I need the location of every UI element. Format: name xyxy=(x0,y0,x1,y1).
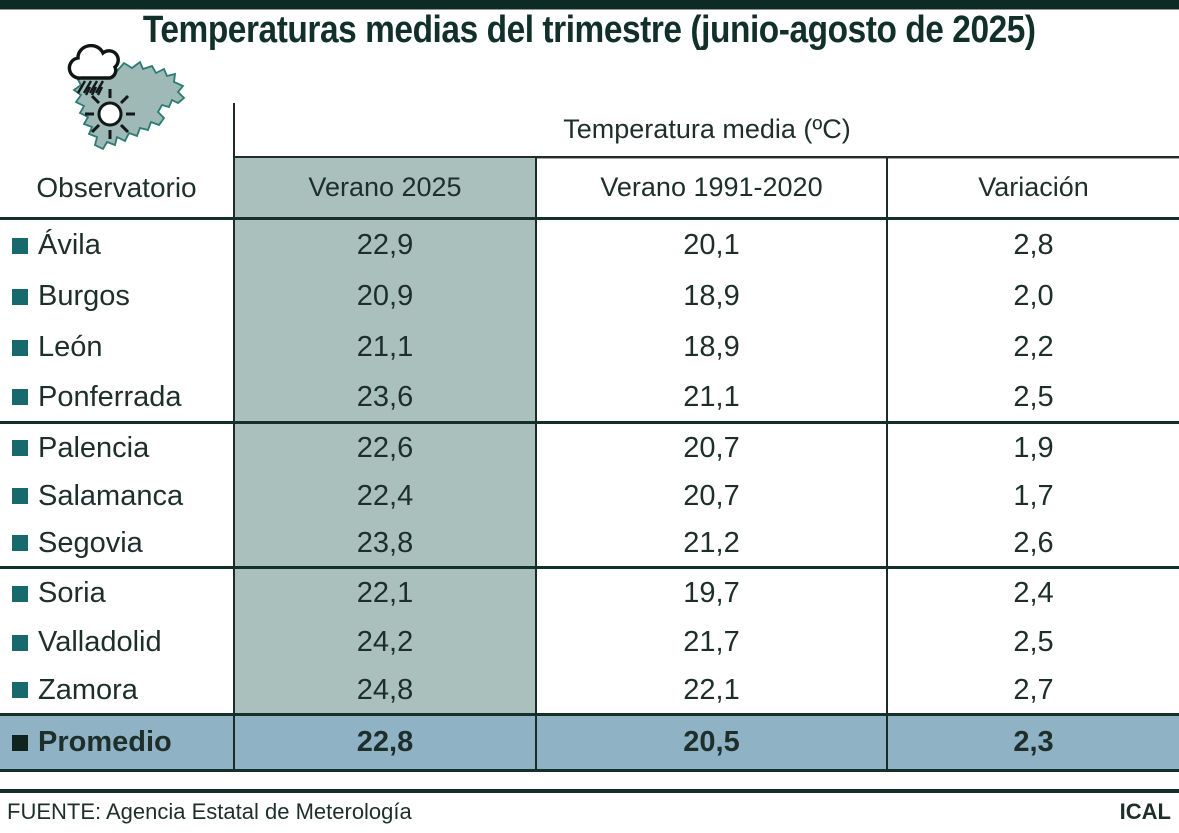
observatory-name-cell: Burgos xyxy=(0,271,235,322)
variacion-cell: 2,5 xyxy=(888,373,1179,424)
column-header-verano-2025: Verano 2025 xyxy=(235,158,537,220)
bullet-square-icon xyxy=(12,734,28,751)
footer-divider xyxy=(0,789,1179,793)
observatory-name: Ávila xyxy=(38,229,101,261)
verano-1991-2020-cell: 18,9 xyxy=(537,271,888,322)
column-header-verano-1991-2020: Verano 1991-2020 xyxy=(537,158,888,220)
title-row: Temperaturas medias del trimestre (junio… xyxy=(0,9,1179,51)
verano-1991-2020-cell: 22,1 xyxy=(537,667,888,716)
observatory-name-cell: Valladolid xyxy=(0,618,235,667)
bullet-square-icon xyxy=(12,339,28,356)
bullet-square-icon xyxy=(12,488,28,504)
bullet-square-icon xyxy=(12,682,28,698)
agency-credit: ICAL xyxy=(1119,799,1171,824)
verano-1991-2020-cell: 20,7 xyxy=(537,424,888,472)
verano-1991-2020-cell: 21,1 xyxy=(537,373,888,424)
table-group-header: Temperatura media (ºC) xyxy=(235,103,1179,158)
verano-2025-cell: 24,2 xyxy=(235,618,537,667)
verano-1991-2020-cell: 21,7 xyxy=(537,618,888,667)
verano-2025-cell: 21,1 xyxy=(235,322,537,373)
observatory-name-cell: Soria xyxy=(0,569,235,618)
verano-2025-cell: 22,1 xyxy=(235,569,537,618)
observatory-column-header: Observatorio xyxy=(0,158,235,220)
total-verano-2025-cell: 22,8 xyxy=(235,716,537,772)
observatory-name-cell: Ávila xyxy=(0,220,235,271)
observatory-name-cell: Palencia xyxy=(0,424,235,472)
observatory-name-cell: Segovia xyxy=(0,520,235,569)
observatory-name: Palencia xyxy=(38,431,150,464)
bullet-square-icon xyxy=(12,634,28,651)
total-row-label: Promedio xyxy=(38,726,172,758)
total-variacion-cell: 2,3 xyxy=(888,716,1179,772)
observatory-name-cell: Ponferrada xyxy=(0,373,235,424)
observatory-header-spacer xyxy=(0,103,235,158)
bullet-square-icon xyxy=(12,585,28,602)
verano-2025-cell: 22,6 xyxy=(235,424,537,472)
observatory-name: Ponferrada xyxy=(38,380,182,413)
observatory-name: Segovia xyxy=(38,526,143,559)
variacion-cell: 2,2 xyxy=(1013,331,1054,363)
castilla-y-leon-weather-map-icon xyxy=(67,44,186,151)
verano-2025-cell: 24,8 xyxy=(235,667,537,716)
verano-1991-2020-cell: 19,7 xyxy=(537,569,888,618)
variacion-cell: 2,7 xyxy=(888,667,1179,716)
total-row-name-cell: Promedio xyxy=(0,716,235,772)
verano-2025-cell: 23,8 xyxy=(235,520,537,569)
verano-2025-cell: 22,9 xyxy=(235,220,537,271)
sun-icon xyxy=(85,89,135,139)
source-credit: FUENTE: Agencia Estatal de Meterología xyxy=(7,799,412,824)
observatory-name: Zamora xyxy=(38,673,138,706)
observatory-name: Burgos xyxy=(38,280,130,312)
observatory-name-cell: Salamanca xyxy=(0,472,235,520)
observatory-name: Soria xyxy=(38,577,106,609)
rain-icon xyxy=(76,80,105,96)
variacion-cell: 1,9 xyxy=(1013,431,1054,464)
verano-1991-2020-cell: 20,7 xyxy=(537,472,888,520)
variacion-cell: 2,0 xyxy=(1013,280,1054,312)
observatory-name: Valladolid xyxy=(38,626,162,658)
page-title: Temperaturas medias del trimestre (junio… xyxy=(143,9,1036,51)
column-header-variacion: Variación xyxy=(888,158,1179,220)
verano-2025-cell: 23,6 xyxy=(235,373,537,424)
verano-1991-2020-cell: 21,2 xyxy=(537,520,888,569)
variacion-cell: 1,7 xyxy=(1013,479,1054,512)
variacion-cell: 2,5 xyxy=(1013,626,1054,658)
top-accent-bar xyxy=(0,0,1179,10)
bullet-square-icon xyxy=(12,237,28,254)
variacion-cell: 2,8 xyxy=(1013,229,1054,261)
bullet-square-icon xyxy=(12,288,28,305)
verano-2025-cell: 20,9 xyxy=(235,271,537,322)
verano-1991-2020-cell: 18,9 xyxy=(537,322,888,373)
bullet-square-icon xyxy=(12,389,28,405)
variacion-cell: 2,6 xyxy=(888,520,1179,569)
bullet-square-icon xyxy=(12,440,28,456)
observatory-name-cell: León xyxy=(0,322,235,373)
total-verano-1991-2020-cell: 20,5 xyxy=(537,716,888,772)
rain-cloud-icon xyxy=(67,44,120,80)
temperature-table: Temperatura media (ºC) Observatorio Vera… xyxy=(0,103,1179,772)
observatory-name: León xyxy=(38,331,103,363)
observatory-name: Salamanca xyxy=(38,479,184,512)
observatory-name-cell: Zamora xyxy=(0,667,235,716)
verano-1991-2020-cell: 20,1 xyxy=(537,220,888,271)
variacion-cell: 2,4 xyxy=(1013,577,1054,609)
verano-2025-cell: 22,4 xyxy=(235,472,537,520)
bullet-square-icon xyxy=(12,535,28,551)
